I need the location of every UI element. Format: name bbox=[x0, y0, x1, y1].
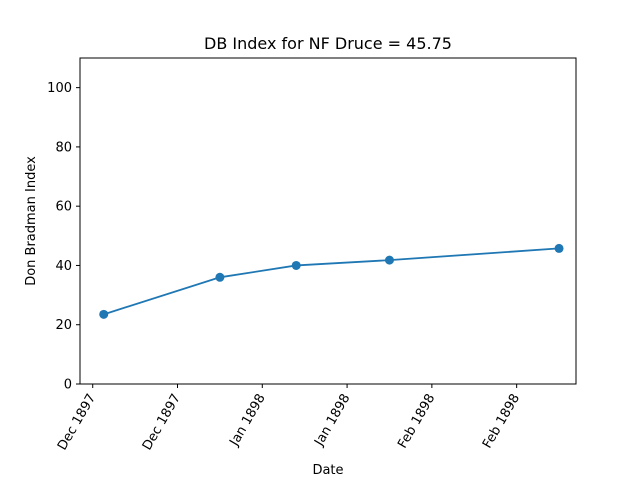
x-tick-label: Dec 1897 bbox=[55, 392, 99, 454]
data-point bbox=[99, 309, 109, 319]
y-tick-label: 60 bbox=[55, 200, 72, 215]
x-tick-label: Jan 1898 bbox=[227, 392, 269, 450]
x-axis-label: Date bbox=[312, 463, 343, 478]
plot-background bbox=[80, 58, 576, 384]
x-axis-ticks: Dec 1897 Dec 1897 Jan 1898 Jan 1898 Feb 1898… bbox=[55, 384, 523, 453]
y-tick-label: 20 bbox=[55, 318, 72, 333]
y-tick-label: 0 bbox=[64, 378, 72, 393]
data-point bbox=[554, 243, 564, 253]
chart-title: DB Index for NF Druce = 45.75 bbox=[204, 34, 452, 53]
series-layer bbox=[99, 243, 564, 319]
data-point bbox=[384, 255, 394, 265]
x-tick-label: Feb 1898 bbox=[480, 392, 523, 452]
y-tick-label: 100 bbox=[47, 81, 72, 96]
data-point bbox=[291, 260, 301, 270]
y-tick-label: 80 bbox=[55, 140, 72, 155]
plot-frame bbox=[79, 57, 577, 385]
y-axis-label: Don Bradman Index bbox=[24, 156, 39, 286]
y-axis-ticks: 0 20 40 60 80 100 bbox=[47, 81, 80, 393]
x-tick-label: Feb 1898 bbox=[395, 392, 438, 452]
y-tick-label: 40 bbox=[55, 259, 72, 274]
x-tick-label: Jan 1898 bbox=[311, 392, 353, 450]
data-point bbox=[215, 272, 225, 282]
x-tick-label: Dec 1897 bbox=[140, 392, 184, 454]
